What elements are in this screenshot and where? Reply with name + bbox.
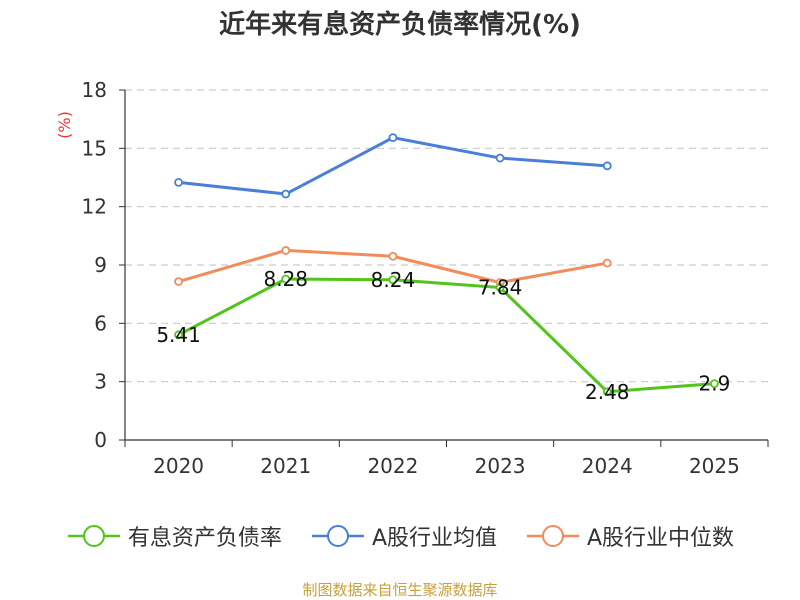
data-point (388, 251, 398, 261)
legend-item[interactable]: 有息资产负债率 (66, 520, 282, 552)
y-tick-label: 3 (94, 370, 107, 394)
data-point (602, 161, 612, 171)
gridlines (125, 89, 768, 383)
chart-title: 近年来有息资产负债率情况(%) (219, 10, 581, 40)
legend-swatch (527, 525, 579, 547)
x-tick-label: 2024 (582, 454, 633, 478)
data-point (495, 283, 505, 292)
data-point (602, 258, 612, 268)
series-line-1 (178, 136, 608, 196)
legend-swatch (67, 525, 120, 547)
y-axis-unit: (%) (55, 111, 74, 139)
legend-label: A股行业中位数 (587, 526, 735, 551)
data-label: 2.9 (699, 372, 731, 396)
legend-label: 有息资产负债率 (127, 526, 282, 551)
x-tick-label: 2025 (689, 454, 740, 478)
data-label: 8.24 (371, 268, 416, 292)
legend-marker (542, 525, 564, 547)
y-tick-label: 6 (94, 311, 107, 335)
axes: 0 3 6 9 12 15 18 (%) 2020 2021 2022 2023 2024 2025 (55, 78, 769, 478)
data-point (281, 274, 291, 284)
data-label: 7.84 (478, 276, 523, 300)
legend: 有息资产负债率 A股行业均值 A股行业中位数 (0, 520, 800, 552)
legend-label: A股行业均值 (371, 526, 497, 551)
data-point (602, 387, 612, 397)
data-label: 8.28 (263, 267, 308, 291)
x-tick-label: 2020 (153, 454, 204, 478)
data-point (388, 275, 398, 285)
series-lines (174, 133, 719, 397)
data-point (281, 189, 291, 199)
y-tick-label: 18 (82, 78, 107, 102)
x-tick-label: 2021 (260, 454, 311, 478)
data-label: 5.41 (156, 323, 201, 347)
data-point (710, 379, 719, 389)
data-labels: 5.41 8.28 8.24 7.84 2.48 2.9 (156, 267, 730, 404)
legend-item[interactable]: A股行业均值 (310, 520, 497, 552)
legend-marker (82, 525, 105, 547)
y-tick-label: 12 (82, 195, 107, 219)
data-point (174, 177, 183, 187)
legend-item[interactable]: A股行业中位数 (525, 520, 734, 552)
series-line-0 (177, 277, 715, 394)
y-tick-label: 15 (82, 136, 107, 160)
x-tick-label: 2022 (367, 454, 418, 478)
data-point (388, 133, 398, 143)
data-point (281, 246, 291, 255)
data-point (495, 153, 505, 163)
y-tick-label: 9 (94, 253, 107, 277)
data-point (174, 330, 183, 340)
x-tick-label: 2023 (475, 454, 526, 478)
legend-swatch (311, 525, 364, 547)
data-label: 2.48 (585, 380, 630, 404)
y-tick-label: 0 (94, 428, 107, 452)
source-note: 制图数据来自恒生聚源数据库 (302, 581, 498, 599)
data-point (174, 277, 183, 286)
legend-marker (326, 525, 349, 547)
